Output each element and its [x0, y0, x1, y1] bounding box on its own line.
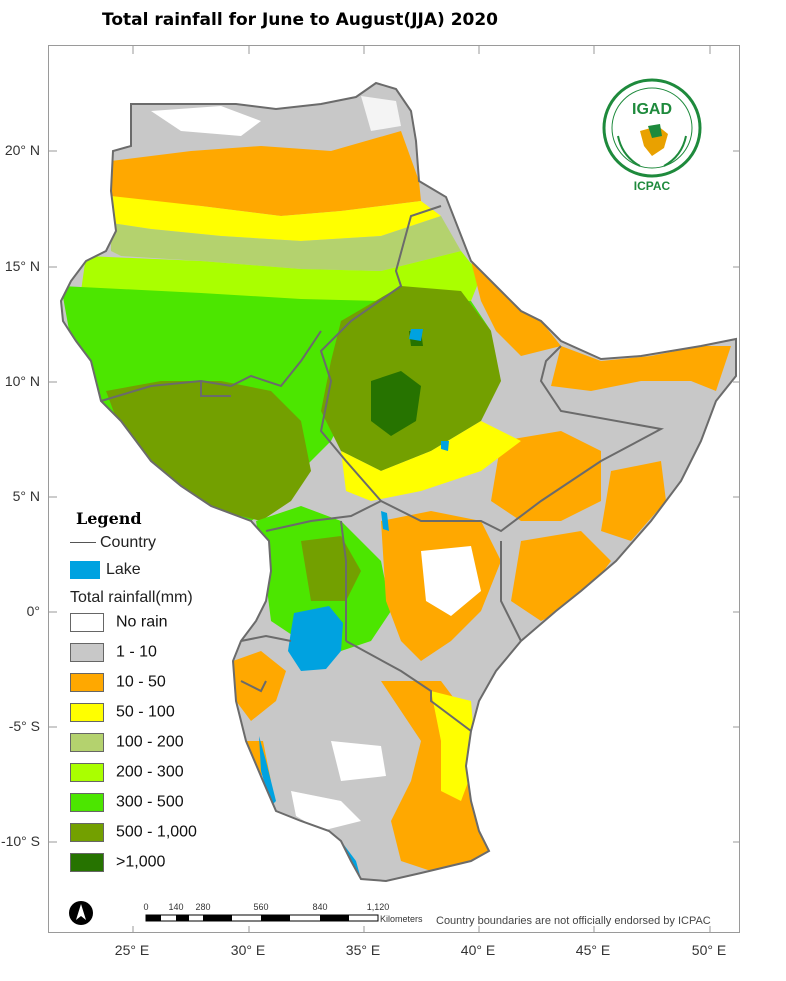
lat-label-20n: 20° N: [4, 142, 40, 158]
boundary-disclaimer: Country boundaries are not officially en…: [436, 915, 711, 927]
legend-country-label: Country: [100, 534, 157, 551]
lon-label-30e: 30° E: [230, 942, 266, 958]
lon-label-40e: 40° E: [460, 942, 496, 958]
legend-country: Country: [70, 534, 156, 552]
class-swatch-100-200: [70, 733, 104, 752]
country-line-symbol: [70, 542, 96, 544]
class-swatch-over-1000: [70, 853, 104, 872]
class-swatch-500-1000: [70, 823, 104, 842]
class-swatch-50-100: [70, 703, 104, 722]
lon-label-35e: 35° E: [345, 942, 381, 958]
lat-label-15n: 15° N: [4, 258, 40, 274]
class-swatch-300-500: [70, 793, 104, 812]
legend-class-row: 200 - 300: [70, 763, 184, 785]
rainfall-map: [49, 46, 739, 932]
map-title: Total rainfall for June to August(JJA) 2…: [101, 10, 499, 30]
legend-class-row: 500 - 1,000: [70, 823, 197, 845]
legend-class-row: >1,000: [70, 853, 165, 875]
class-swatch-no-rain: [70, 613, 104, 632]
class-swatch-200-300: [70, 763, 104, 782]
class-label: 200 - 300: [116, 763, 184, 781]
scale-tick-label: 140: [168, 902, 184, 912]
logo-icpac-text: ICPAC: [634, 179, 671, 193]
legend-rainfall-title: Total rainfall(mm): [70, 589, 193, 606]
legend-lake-label: Lake: [106, 561, 141, 579]
scale-unit: Kilometers: [380, 914, 423, 924]
class-swatch-1-10: [70, 643, 104, 662]
legend-lake: Lake: [70, 561, 141, 579]
legend-class-row: 10 - 50: [70, 673, 166, 695]
legend-class-row: 50 - 100: [70, 703, 175, 725]
legend-class-row: 1 - 10: [70, 643, 157, 665]
lon-label-25e: 25° E: [114, 942, 150, 958]
class-label: 50 - 100: [116, 703, 175, 721]
lat-label-10s: -10° S: [0, 833, 40, 849]
class-label: 500 - 1,000: [116, 823, 197, 841]
scale-bar: 0 140 280 560 840 1,120 Kilometers: [140, 902, 440, 932]
lat-label-0: 0°: [26, 603, 40, 619]
north-arrow: [68, 900, 94, 930]
scale-tick-label: 0: [143, 902, 149, 912]
class-label: 300 - 500: [116, 793, 184, 811]
legend-class-row: 300 - 500: [70, 793, 184, 815]
logo-igad-text: IGAD: [632, 101, 672, 118]
scale-tick-label: 840: [312, 902, 328, 912]
scale-tick-label: 560: [253, 902, 269, 912]
map-frame: [48, 45, 740, 933]
graticule-ticks: [49, 46, 739, 932]
lon-label-45e: 45° E: [575, 942, 611, 958]
lake-swatch: [70, 561, 100, 579]
class-label: >1,000: [116, 853, 166, 871]
class-label: 10 - 50: [116, 673, 166, 691]
scale-tick-label: 280: [195, 902, 211, 912]
legend-title: Legend: [76, 509, 142, 528]
lat-label-10n: 10° N: [4, 373, 40, 389]
lat-label-5s: -5° S: [8, 718, 40, 734]
scale-tick-label: 1,120: [366, 902, 390, 912]
lon-label-50e: 50° E: [691, 942, 727, 958]
class-label: No rain: [116, 613, 168, 631]
igad-icpac-logo: IGAD ICPAC: [600, 76, 704, 196]
class-label: 1 - 10: [116, 643, 157, 661]
country-boundaries: [59, 81, 737, 883]
legend-class-row: 100 - 200: [70, 733, 184, 755]
lat-label-5n: 5° N: [12, 488, 40, 504]
class-label: 100 - 200: [116, 733, 184, 751]
legend-class-row: No rain: [70, 613, 168, 635]
class-swatch-10-50: [70, 673, 104, 692]
